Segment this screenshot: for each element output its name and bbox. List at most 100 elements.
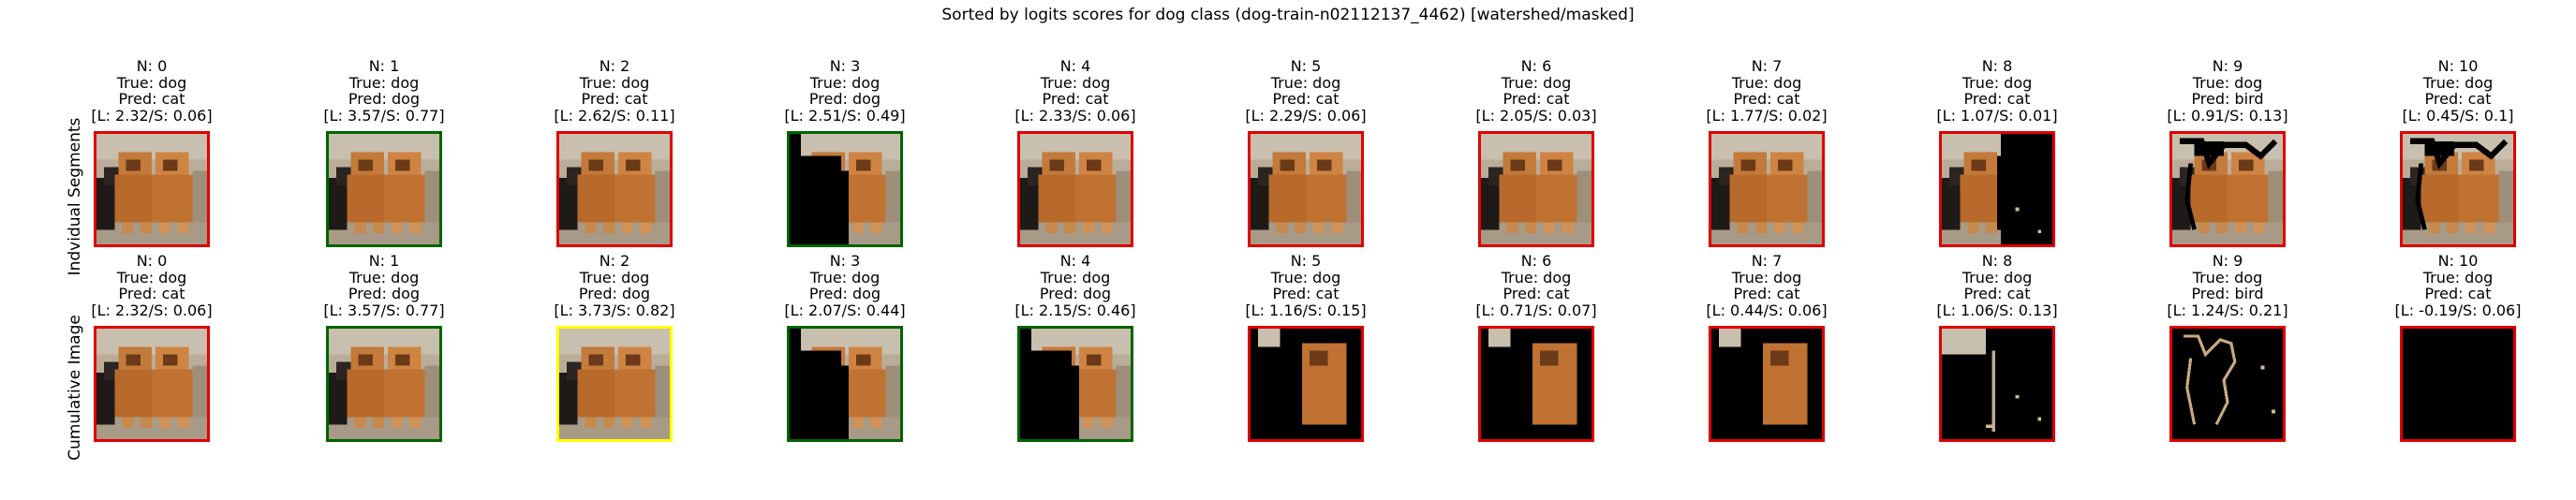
segment-panel: N: 4 True: dog Pred: dog [L: 2.15/S: 0.46] (1014, 253, 1136, 442)
caption-pred: Pred: bird (2191, 90, 2264, 108)
segment-panel: N: 9 True: dog Pred: bird [L: 1.24/S: 0.21] (2167, 253, 2288, 442)
caption-n: N: 0 (136, 252, 168, 270)
caption-n: N: 5 (1290, 252, 1322, 270)
panel-caption: N: 10 True: dog Pred: cat [L: 0.45/S: 0.1] (2362, 58, 2554, 124)
caption-score: [L: -0.19/S: 0.06] (2394, 301, 2522, 319)
caption-n: N: 4 (1059, 57, 1091, 75)
panel-caption: N: 8 True: dog Pred: cat [L: 1.06/S: 0.13] (1902, 253, 2093, 318)
caption-pred: Pred: cat (1503, 90, 1570, 108)
caption-n: N: 7 (1751, 57, 1783, 75)
panel-caption: N: 9 True: dog Pred: bird [L: 0.91/S: 0.13] (2132, 58, 2323, 124)
caption-n: N: 6 (1520, 57, 1552, 75)
caption-pred: Pred: cat (118, 285, 185, 302)
segment-image (326, 131, 442, 247)
segment-image (2169, 131, 2286, 247)
caption-true: True: dog (1040, 268, 1111, 287)
segment-image (787, 326, 903, 442)
panel-caption: N: 3 True: dog Pred: dog [L: 2.07/S: 0.44] (749, 253, 940, 318)
caption-true: True: dog (809, 268, 881, 287)
panel-caption: N: 10 True: dog Pred: cat [L: -0.19/S: 0.06… (2362, 253, 2554, 318)
panel-caption: N: 2 True: dog Pred: cat [L: 2.62/S: 0.11] (519, 58, 710, 124)
caption-n: N: 10 (2437, 252, 2479, 270)
caption-true: True: dog (1962, 268, 2033, 287)
segment-panel: N: 1 True: dog Pred: dog [L: 3.57/S: 0.77] (323, 253, 445, 442)
segment-image (2169, 326, 2286, 442)
segment-panel: N: 9 True: dog Pred: bird [L: 0.91/S: 0.13] (2167, 58, 2288, 247)
caption-pred: Pred: dog (808, 285, 881, 302)
segment-panel: N: 10 True: dog Pred: cat [L: 0.45/S: 0.1] (2400, 58, 2516, 247)
caption-n: N: 7 (1751, 252, 1783, 270)
segment-image (1939, 131, 2055, 247)
caption-pred: Pred: dog (1039, 285, 1112, 302)
panel-caption: N: 4 True: dog Pred: dog [L: 2.15/S: 0.46] (980, 253, 1171, 318)
segment-image (1478, 131, 1594, 247)
caption-true: True: dog (348, 73, 420, 92)
caption-score: [L: 2.62/S: 0.11] (554, 106, 675, 125)
panel-caption: N: 3 True: dog Pred: dog [L: 2.51/S: 0.49] (749, 58, 940, 124)
caption-n: N: 2 (599, 252, 630, 270)
caption-true: True: dog (1731, 73, 1802, 92)
segment-image (1248, 131, 1364, 247)
caption-true: True: dog (2192, 268, 2263, 287)
caption-score: [L: 2.29/S: 0.06] (1245, 106, 1367, 125)
caption-true: True: dog (348, 268, 420, 287)
segment-image (2400, 326, 2516, 442)
caption-score: [L: 1.16/S: 0.15] (1245, 301, 1367, 319)
caption-n: N: 10 (2437, 57, 2479, 75)
caption-true: True: dog (2422, 268, 2494, 287)
segment-panel: N: 2 True: dog Pred: cat [L: 2.62/S: 0.11] (554, 58, 675, 247)
caption-n: N: 1 (368, 252, 400, 270)
segment-panel: N: 3 True: dog Pred: dog [L: 2.07/S: 0.44] (784, 253, 906, 442)
caption-true: True: dog (1501, 73, 1572, 92)
caption-score: [L: 3.57/S: 0.77] (323, 106, 445, 125)
caption-pred: Pred: cat (1503, 285, 1570, 302)
panel-caption: N: 1 True: dog Pred: dog [L: 3.57/S: 0.77] (289, 253, 480, 318)
caption-pred: Pred: dog (578, 285, 651, 302)
segment-panel: N: 4 True: dog Pred: cat [L: 2.33/S: 0.06] (1014, 58, 1136, 247)
caption-true: True: dog (2422, 73, 2494, 92)
caption-score: [L: 0.71/S: 0.07] (1475, 301, 1597, 319)
segment-panel: N: 5 True: dog Pred: cat [L: 1.16/S: 0.15] (1245, 253, 1367, 442)
caption-true: True: dog (809, 73, 881, 92)
caption-pred: Pred: cat (2424, 285, 2492, 302)
segment-panel: N: 7 True: dog Pred: cat [L: 1.77/S: 0.02] (1706, 58, 1828, 247)
segment-panel: N: 3 True: dog Pred: dog [L: 2.51/S: 0.49] (784, 58, 906, 247)
caption-true: True: dog (579, 73, 650, 92)
segment-panel: N: 7 True: dog Pred: cat [L: 0.44/S: 0.06] (1706, 253, 1828, 442)
segment-panel: N: 0 True: dog Pred: cat [L: 2.32/S: 0.06] (91, 253, 213, 442)
caption-n: N: 9 (2212, 252, 2243, 270)
caption-pred: Pred: cat (1963, 285, 2031, 302)
caption-score: [L: 1.07/S: 0.01] (1936, 106, 2058, 125)
caption-n: N: 8 (1981, 57, 2013, 75)
caption-score: [L: 0.45/S: 0.1] (2402, 106, 2514, 125)
segment-image (1248, 326, 1364, 442)
caption-score: [L: 0.91/S: 0.13] (2167, 106, 2288, 125)
caption-pred: Pred: cat (1733, 285, 1800, 302)
segment-image (94, 326, 210, 442)
panel-caption: N: 6 True: dog Pred: cat [L: 0.71/S: 0.07] (1441, 253, 1632, 318)
caption-true: True: dog (116, 73, 187, 92)
panel-caption: N: 0 True: dog Pred: cat [L: 2.32/S: 0.06] (56, 58, 247, 124)
caption-score: [L: 1.24/S: 0.21] (2167, 301, 2288, 319)
caption-pred: Pred: dog (808, 90, 881, 108)
segment-panel: N: 6 True: dog Pred: cat [L: 2.05/S: 0.03] (1475, 58, 1597, 247)
caption-n: N: 1 (368, 57, 400, 75)
caption-pred: Pred: cat (1963, 90, 2031, 108)
segment-image (2400, 131, 2516, 247)
caption-pred: Pred: cat (1733, 90, 1800, 108)
caption-true: True: dog (116, 268, 187, 287)
caption-true: True: dog (1501, 268, 1572, 287)
segment-image (1017, 131, 1133, 247)
caption-score: [L: 2.07/S: 0.44] (784, 301, 906, 319)
segment-image (326, 326, 442, 442)
caption-pred: Pred: dog (348, 90, 421, 108)
panel-caption: N: 6 True: dog Pred: cat [L: 2.05/S: 0.03] (1441, 58, 1632, 124)
segment-panel: N: 5 True: dog Pred: cat [L: 2.29/S: 0.06] (1245, 58, 1367, 247)
segment-panel: N: 1 True: dog Pred: dog [L: 3.57/S: 0.77] (323, 58, 445, 247)
caption-pred: Pred: cat (1042, 90, 1109, 108)
caption-score: [L: 2.32/S: 0.06] (91, 301, 213, 319)
caption-score: [L: 1.77/S: 0.02] (1706, 106, 1828, 125)
caption-score: [L: 2.15/S: 0.46] (1014, 301, 1136, 319)
panel-caption: N: 4 True: dog Pred: cat [L: 2.33/S: 0.06] (980, 58, 1171, 124)
caption-score: [L: 3.57/S: 0.77] (323, 301, 445, 319)
